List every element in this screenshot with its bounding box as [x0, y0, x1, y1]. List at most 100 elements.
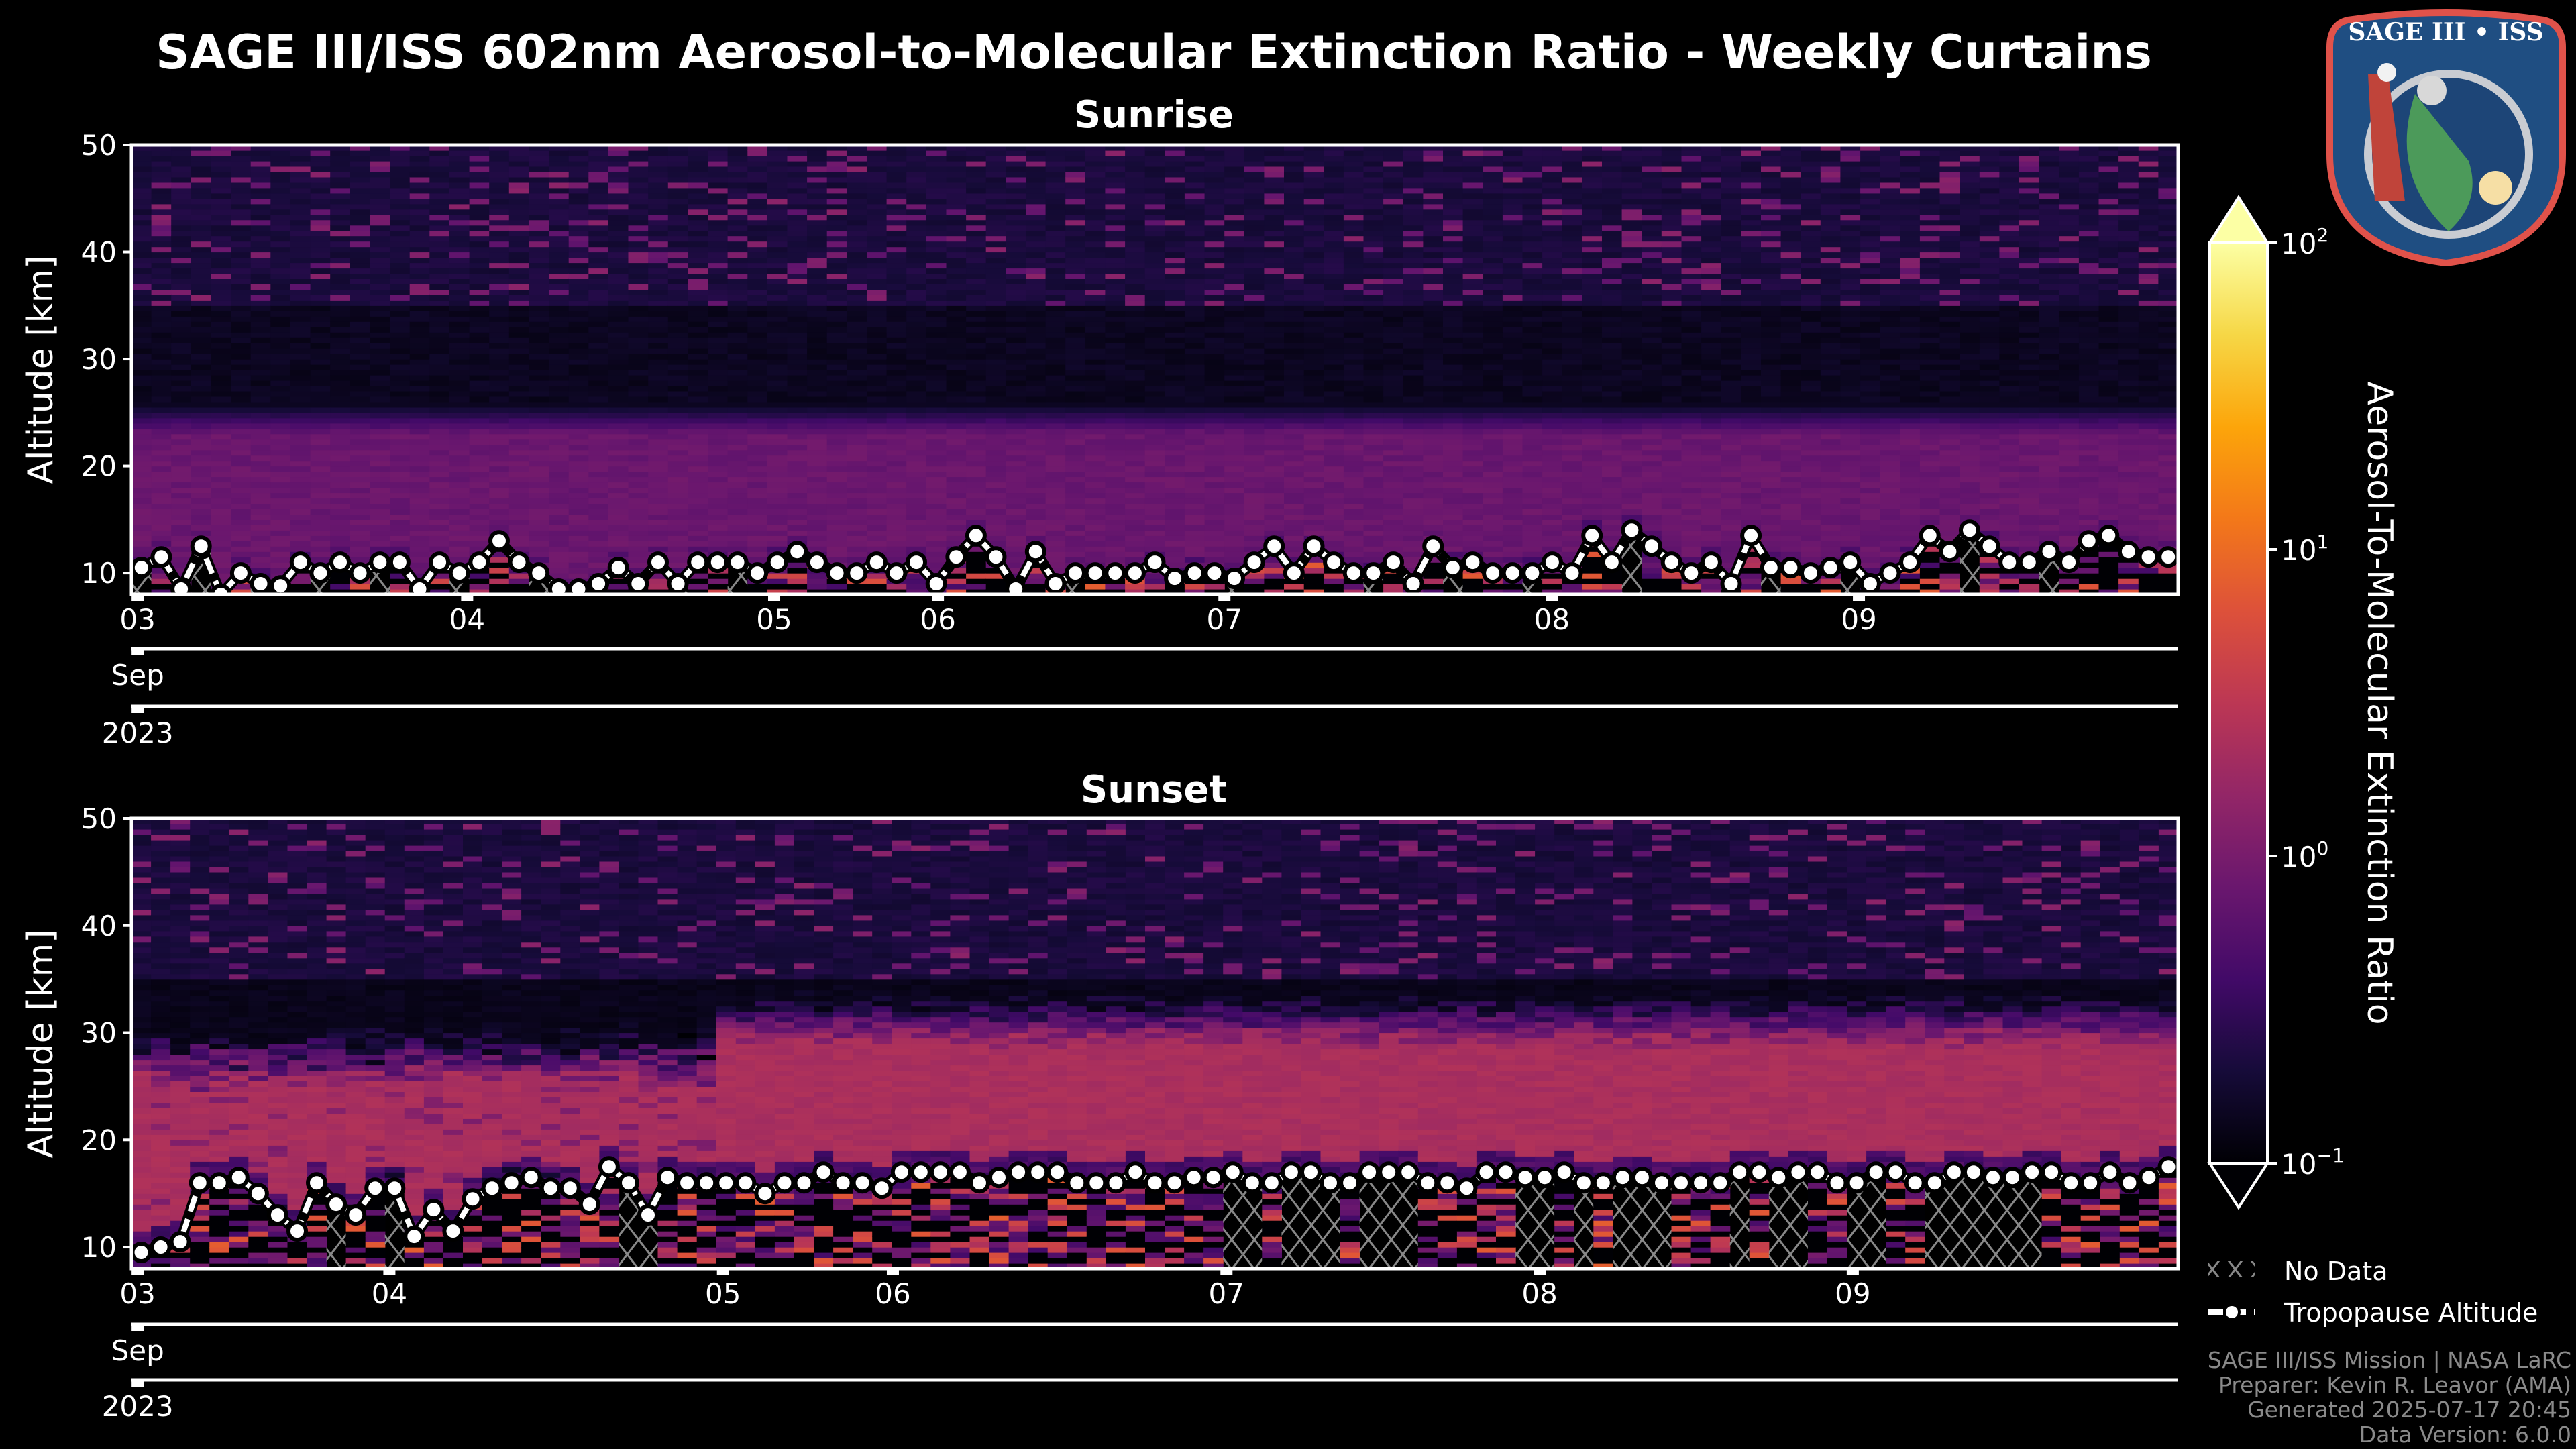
heatmap-cell	[449, 150, 470, 156]
heatmap-cell	[330, 316, 351, 322]
heatmap-cell	[350, 589, 370, 594]
heatmap-cell	[787, 375, 808, 381]
heatmap-cell	[290, 530, 311, 536]
heatmap-cell	[886, 364, 907, 370]
heatmap-cell	[151, 519, 172, 525]
heatmap-cell	[1244, 401, 1265, 408]
heatmap-cell	[1026, 492, 1046, 499]
heatmap-cell	[390, 444, 411, 451]
heatmap-cell	[290, 375, 311, 381]
heatmap-cell	[409, 530, 430, 536]
heatmap-cell	[568, 348, 589, 354]
heatmap-cell	[469, 343, 490, 349]
heatmap-cell	[588, 449, 609, 456]
heatmap-cell	[807, 471, 828, 478]
heatmap-cell	[508, 294, 529, 301]
heatmap-cell	[1006, 551, 1026, 557]
heatmap-cell	[767, 289, 788, 295]
heatmap-cell	[1006, 530, 1026, 536]
heatmap-cell	[926, 187, 947, 194]
heatmap-cell	[270, 498, 291, 504]
heatmap-cell	[489, 589, 510, 594]
heatmap-cell	[807, 160, 828, 167]
heatmap-cell	[508, 433, 529, 440]
heatmap-cell	[747, 284, 768, 290]
heatmap-cell	[211, 321, 231, 327]
heatmap-cell	[270, 214, 291, 221]
heatmap-cell	[886, 176, 907, 183]
heatmap-cell	[1125, 327, 1146, 333]
heatmap-cell	[886, 514, 907, 520]
heatmap-cell	[390, 246, 411, 253]
heatmap-cell	[449, 482, 470, 488]
heatmap-cell	[549, 332, 570, 338]
heatmap-cell	[290, 176, 311, 183]
heatmap-cell	[667, 327, 688, 333]
heatmap-cell	[926, 546, 947, 552]
heatmap-cell	[847, 396, 867, 402]
heatmap-cell	[608, 364, 629, 370]
heatmap-cell	[151, 230, 172, 237]
heatmap-cell	[508, 214, 529, 221]
heatmap-cell	[270, 316, 291, 322]
heatmap-cell	[449, 225, 470, 231]
heatmap-cell	[727, 273, 748, 279]
heatmap-cell	[350, 166, 370, 172]
heatmap-cell	[1065, 305, 1086, 311]
heatmap-cell	[171, 508, 192, 515]
heatmap-cell	[847, 225, 867, 231]
heatmap-cell	[1204, 294, 1225, 301]
heatmap-cell	[290, 273, 311, 279]
heatmap-cell	[449, 508, 470, 515]
heatmap-cell	[747, 145, 768, 151]
heatmap-cell	[1244, 503, 1265, 509]
heatmap-cell	[727, 492, 748, 499]
heatmap-cell	[370, 375, 390, 381]
heatmap-cell	[966, 337, 987, 343]
heatmap-cell	[1105, 449, 1126, 456]
heatmap-cell	[131, 541, 152, 547]
heatmap-cell	[231, 354, 252, 360]
heatmap-cell	[886, 407, 907, 413]
heatmap-cell	[409, 482, 430, 488]
heatmap-cell	[708, 262, 729, 269]
heatmap-cell	[1045, 327, 1066, 333]
heatmap-cell	[270, 546, 291, 552]
heatmap-cell	[469, 498, 490, 504]
heatmap-cell	[1045, 557, 1066, 563]
heatmap-cell	[211, 401, 231, 408]
heatmap-cell	[310, 150, 331, 156]
heatmap-cell	[1125, 241, 1146, 248]
heatmap-cell	[310, 407, 331, 413]
heatmap-cell	[867, 166, 888, 172]
heatmap-cell	[231, 343, 252, 349]
heatmap-cell	[847, 321, 867, 327]
heatmap-cell	[886, 219, 907, 226]
heatmap-cell	[1224, 246, 1245, 253]
heatmap-cell	[1224, 278, 1245, 284]
heatmap-cell	[787, 508, 808, 515]
heatmap-cell	[508, 219, 529, 226]
heatmap-cell	[171, 230, 192, 237]
heatmap-cell	[688, 412, 708, 419]
heatmap-cell	[1184, 305, 1205, 311]
heatmap-cell	[549, 487, 570, 494]
heatmap-cell	[667, 294, 688, 301]
heatmap-cell	[171, 471, 192, 478]
heatmap-cell	[549, 535, 570, 541]
heatmap-cell	[906, 268, 927, 274]
heatmap-cell	[171, 390, 192, 397]
heatmap-cell	[449, 354, 470, 360]
heatmap-cell	[1184, 492, 1205, 499]
heatmap-cell	[1303, 225, 1324, 231]
heatmap-cell	[867, 530, 888, 536]
heatmap-cell	[171, 348, 192, 354]
heatmap-cell	[1006, 198, 1026, 205]
heatmap-cell	[1105, 246, 1126, 253]
heatmap-cell	[290, 268, 311, 274]
heatmap-cell	[1006, 327, 1026, 333]
heatmap-cell	[330, 294, 351, 301]
heatmap-cell	[151, 289, 172, 295]
heatmap-cell	[1144, 203, 1165, 210]
heatmap-cell	[568, 241, 589, 248]
